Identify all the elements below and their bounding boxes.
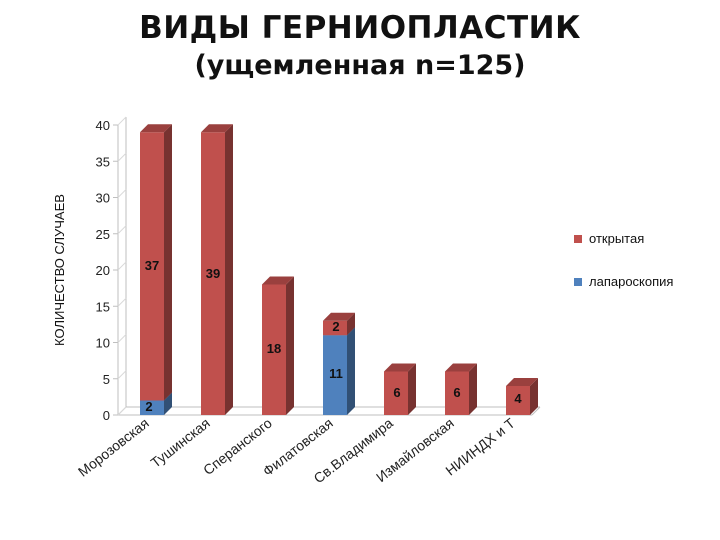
- y-tick-slant: [117, 261, 127, 271]
- legend-label: открытая: [589, 231, 644, 246]
- bar-top: [323, 312, 355, 321]
- y-tick-label: 5: [103, 372, 110, 387]
- y-tick-slant: [117, 334, 127, 343]
- y-tick-slant: [117, 189, 127, 198]
- y-tick-label: 15: [96, 299, 110, 314]
- bar-open: [262, 284, 286, 415]
- bar-side: [530, 378, 538, 415]
- bar-top: [445, 363, 477, 372]
- y-tick-label: 40: [96, 118, 110, 133]
- bar-top: [262, 276, 294, 285]
- y-tick-label: 20: [96, 263, 110, 278]
- bar-side: [225, 124, 233, 415]
- bar-open: [506, 386, 530, 415]
- y-tick-label: 25: [96, 227, 110, 242]
- bar-laparoscopy: [140, 400, 164, 415]
- bar-side: [469, 363, 477, 415]
- chart-title: ВИДЫ ГЕРНИОПЛАСТИК: [139, 10, 581, 46]
- y-tick-slant: [117, 152, 127, 162]
- data-label: 2: [332, 319, 339, 334]
- bar-open: [201, 132, 225, 415]
- legend-swatch: [574, 235, 582, 243]
- y-tick-slant: [117, 406, 127, 416]
- floor-side-line: [531, 406, 541, 416]
- bar-side: [347, 312, 355, 336]
- bar-top: [201, 124, 233, 133]
- bar-side: [286, 276, 294, 415]
- x-tick-label: Морозовская: [75, 415, 152, 480]
- bar-side: [164, 392, 172, 415]
- bar-top: [384, 363, 416, 372]
- data-label: 18: [267, 341, 281, 356]
- data-label: 6: [453, 385, 460, 400]
- data-label: 4: [514, 391, 522, 406]
- data-label: 37: [145, 258, 159, 273]
- y-tick-slant: [117, 370, 127, 380]
- data-label: 6: [393, 385, 400, 400]
- bar-open: [445, 371, 469, 415]
- data-label: 2: [145, 399, 152, 414]
- y-tick-slant: [117, 116, 127, 126]
- bar-side: [347, 327, 355, 415]
- y-tick-slant: [117, 297, 127, 307]
- data-label: 11: [329, 366, 343, 381]
- bar-side: [408, 363, 416, 415]
- y-tick-label: 35: [96, 154, 110, 169]
- bar-top: [140, 124, 172, 133]
- chart-subtitle: (ущемленная n=125): [194, 50, 526, 81]
- y-tick-label: 10: [96, 336, 110, 351]
- bar-open: [140, 132, 164, 401]
- bar-top: [506, 378, 538, 386]
- y-tick-label: 0: [103, 408, 110, 423]
- bar-open: [384, 371, 408, 415]
- legend-swatch: [574, 278, 582, 286]
- legend-label: лапароскопия: [589, 274, 673, 289]
- bar-side: [164, 124, 172, 401]
- data-label: 39: [206, 266, 220, 281]
- y-tick-label: 30: [96, 191, 110, 206]
- bar-laparoscopy: [323, 335, 347, 415]
- y-axis-title: КОЛИЧЕСТВО СЛУЧАЕВ: [52, 194, 67, 346]
- y-tick-slant: [117, 225, 127, 235]
- bar-open: [323, 320, 347, 336]
